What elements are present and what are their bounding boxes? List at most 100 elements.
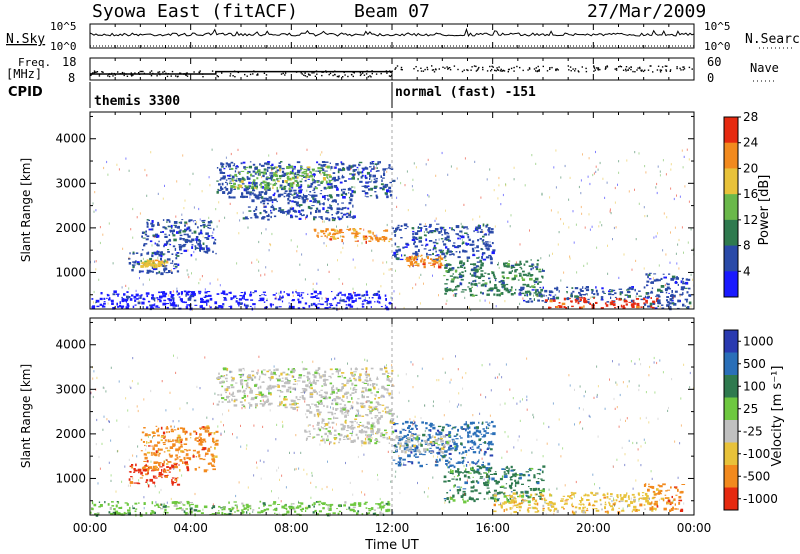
velocity-cell	[161, 476, 163, 479]
nave-dot	[444, 67, 446, 69]
velocity-cell	[276, 384, 280, 386]
power-cell	[251, 192, 254, 194]
power-cell	[390, 238, 393, 241]
power-cell	[244, 178, 246, 181]
power-cell	[283, 195, 286, 198]
power-cell	[325, 187, 329, 189]
power-cell	[272, 294, 276, 296]
power-cell	[451, 269, 454, 271]
nave-dot	[249, 73, 252, 76]
power-noise	[296, 245, 298, 248]
velocity-cell	[292, 368, 295, 371]
power-cell	[245, 191, 250, 195]
power-cell	[173, 238, 177, 242]
power-noise	[328, 270, 330, 273]
nave-dot	[353, 72, 355, 74]
power-noise	[540, 257, 542, 260]
velocity-cell	[281, 385, 285, 388]
power-noise	[139, 212, 141, 215]
velocity-cell	[415, 456, 419, 458]
power-cell	[531, 285, 535, 288]
power-cell	[529, 277, 533, 281]
nave-dot	[642, 70, 645, 73]
power-noise	[347, 225, 349, 228]
velocity-cell	[374, 397, 376, 400]
power-cell	[276, 200, 278, 203]
velocity-cell	[235, 382, 238, 384]
nave-dot	[360, 73, 362, 75]
velocity-cell	[338, 441, 340, 444]
power-cell	[286, 176, 288, 180]
power-cell	[308, 305, 311, 308]
power-cell	[293, 201, 297, 203]
power-cell	[149, 304, 152, 307]
power-cell	[484, 282, 488, 285]
power-cell	[457, 266, 460, 269]
power-noise	[670, 163, 672, 166]
power-cell	[204, 237, 208, 239]
velocity-cell	[377, 428, 381, 432]
power-noise	[676, 194, 677, 197]
power-cell	[143, 244, 146, 247]
power-cell	[127, 304, 130, 308]
velocity-cell	[244, 399, 246, 402]
power-noise	[657, 165, 659, 168]
power-noise	[107, 173, 109, 176]
power-cell	[473, 230, 475, 233]
nave-dot	[328, 73, 330, 76]
nave-dot	[628, 67, 630, 69]
power-cell	[318, 163, 321, 166]
power-noise	[265, 228, 267, 231]
power-cell	[284, 172, 287, 176]
freq-line	[90, 70, 392, 75]
nave-dot	[229, 73, 232, 75]
power-cell	[333, 199, 337, 202]
power-noise	[498, 176, 500, 180]
nave-dot	[606, 65, 608, 67]
power-cell	[352, 164, 357, 167]
velocity-cell	[335, 408, 339, 410]
power-cell	[467, 235, 470, 239]
nave-dot	[567, 65, 569, 67]
power-cell	[446, 278, 449, 281]
velocity-cell	[152, 447, 155, 451]
velocity-cell	[385, 406, 389, 409]
nsearch-label: N.Search	[745, 32, 800, 47]
power-cell	[432, 263, 435, 265]
power-cell	[480, 263, 484, 267]
velocity-cell	[375, 394, 377, 397]
velocity-cell	[411, 427, 414, 430]
power-cell	[327, 206, 330, 209]
power-cell	[359, 164, 361, 166]
power-cell	[207, 227, 210, 229]
power-cell	[373, 187, 377, 189]
power-noise	[136, 216, 138, 219]
velocity-cell	[172, 443, 176, 447]
velocity-cell	[166, 449, 171, 452]
power-noise	[438, 238, 440, 241]
power-cell	[151, 252, 155, 254]
velocity-cell	[133, 468, 136, 471]
power-cell	[290, 214, 293, 217]
velocity-cell	[306, 416, 308, 419]
nave-dot	[93, 72, 95, 74]
velocity-cell	[318, 373, 321, 376]
nave-dot	[447, 68, 449, 70]
velocity-cell	[452, 426, 456, 429]
power-cell	[340, 208, 344, 211]
velocity-cell	[315, 405, 319, 408]
velocity-cell	[285, 398, 288, 401]
power-cell	[480, 270, 484, 272]
velocity-cell	[449, 424, 452, 427]
power-cell	[565, 307, 567, 310]
power-noise	[541, 193, 543, 196]
power-cell	[668, 292, 670, 294]
velocity-cell	[441, 451, 445, 454]
nave-dot	[501, 70, 503, 72]
power-cell	[287, 293, 290, 297]
power-cell	[362, 168, 365, 171]
power-cell	[432, 249, 434, 251]
power-cell	[270, 215, 272, 219]
power-cell	[173, 221, 178, 224]
velocity-cell	[325, 391, 328, 395]
